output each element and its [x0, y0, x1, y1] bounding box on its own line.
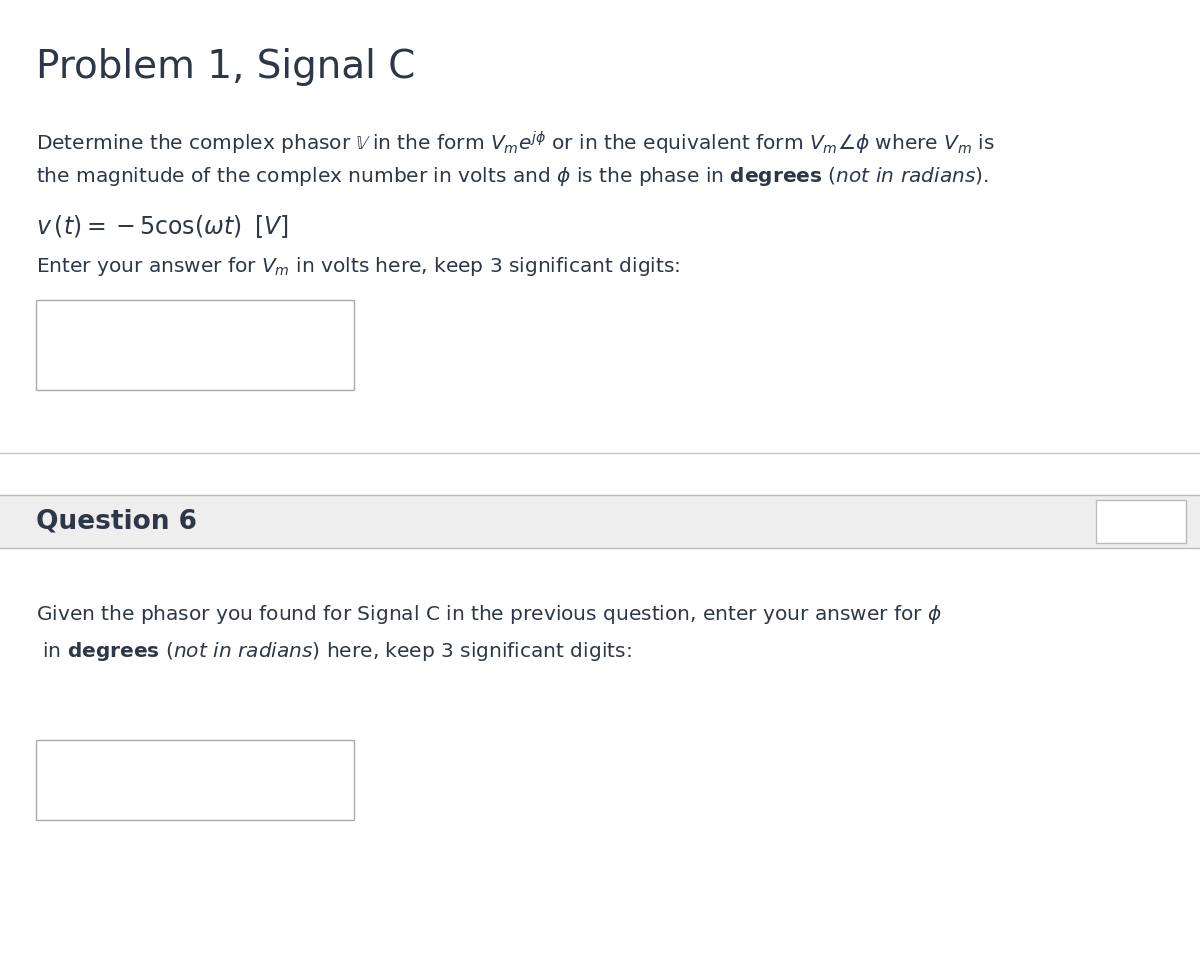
FancyBboxPatch shape	[36, 740, 354, 820]
Text: Enter your answer for $V_m$ in volts here, keep 3 significant digits:: Enter your answer for $V_m$ in volts her…	[36, 255, 680, 278]
Text: Problem 1, Signal C: Problem 1, Signal C	[36, 48, 415, 86]
FancyBboxPatch shape	[0, 495, 1200, 548]
FancyBboxPatch shape	[1096, 500, 1186, 543]
Text: the magnitude of the complex number in volts and $\phi$ is the phase in $\mathbf: the magnitude of the complex number in v…	[36, 165, 989, 188]
Text: Given the phasor you found for Signal C in the previous question, enter your ans: Given the phasor you found for Signal C …	[36, 603, 942, 626]
Text: in $\mathbf{degrees}$ $(not\ in\ radians)$ here, keep 3 significant digits:: in $\mathbf{degrees}$ $(not\ in\ radians…	[36, 640, 631, 663]
Text: $v\,(t) = -5\cos(\omega t)\;\;[V]$: $v\,(t) = -5\cos(\omega t)\;\;[V]$	[36, 213, 289, 240]
Text: Question 6: Question 6	[36, 508, 197, 534]
Text: Determine the complex phasor $\mathbb{V}$ in the form $V_m e^{j\phi}$ or in the : Determine the complex phasor $\mathbb{V}…	[36, 130, 995, 157]
FancyBboxPatch shape	[36, 300, 354, 390]
